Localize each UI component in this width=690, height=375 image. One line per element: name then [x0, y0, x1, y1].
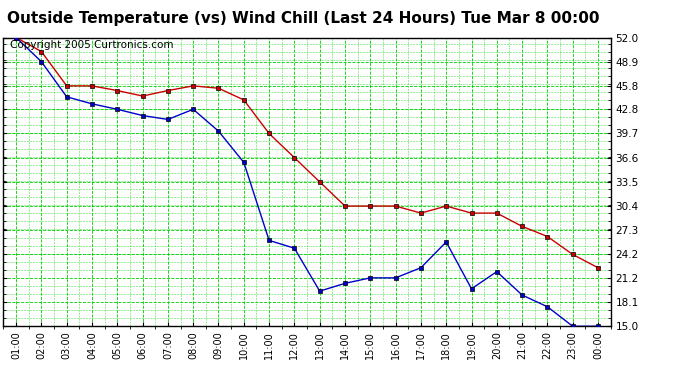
Text: Copyright 2005 Curtronics.com: Copyright 2005 Curtronics.com: [10, 40, 173, 50]
Text: Outside Temperature (vs) Wind Chill (Last 24 Hours) Tue Mar 8 00:00: Outside Temperature (vs) Wind Chill (Las…: [8, 11, 600, 26]
